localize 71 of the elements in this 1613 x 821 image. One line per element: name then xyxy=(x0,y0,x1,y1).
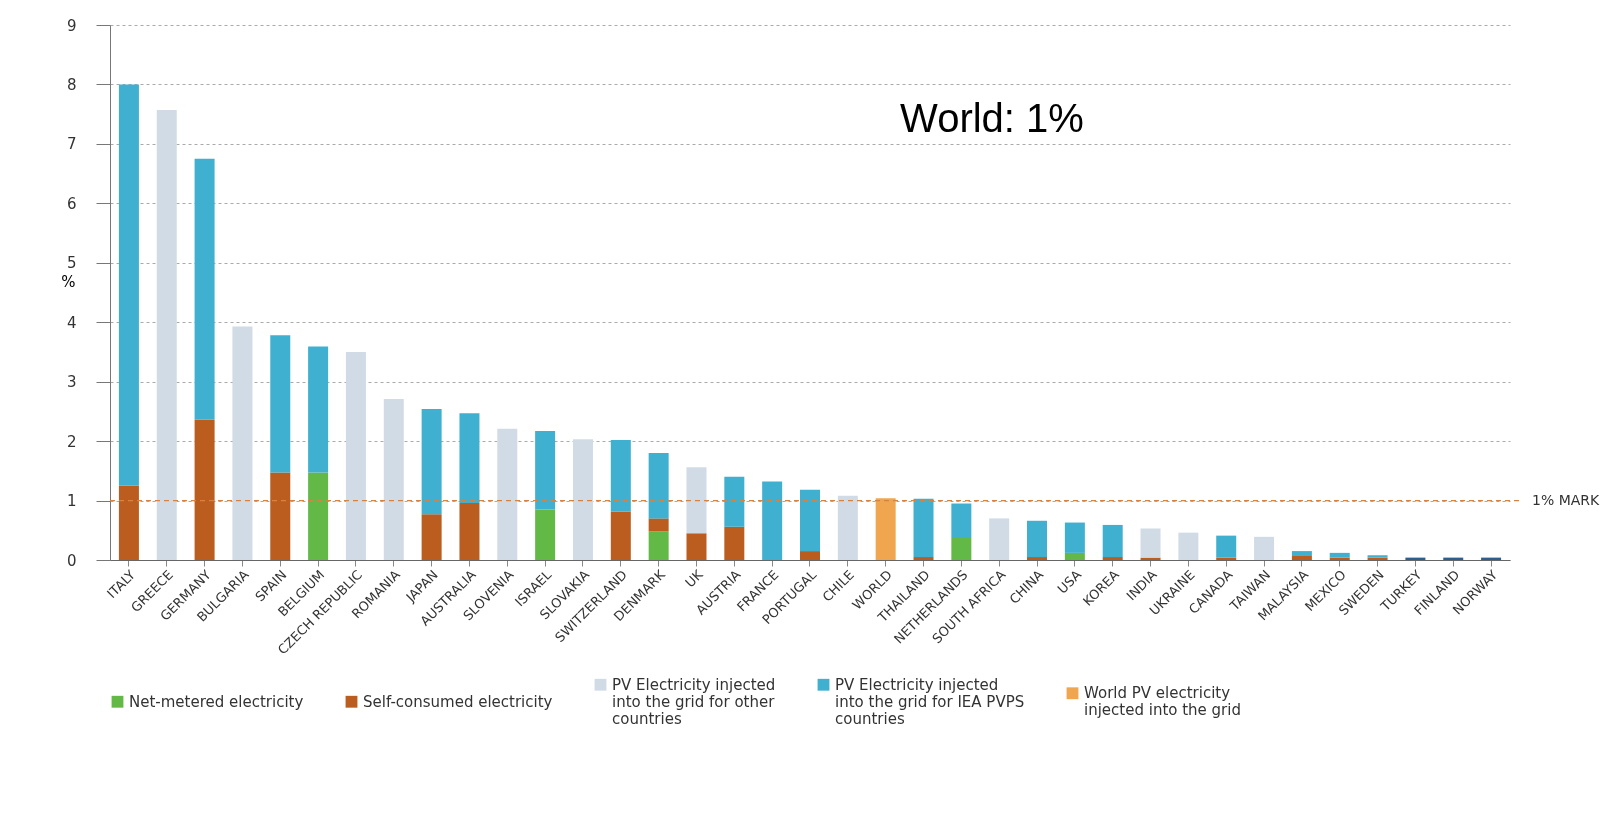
bar xyxy=(686,533,707,560)
legend-label: PV Electricity injected into the grid for IEA PVPS countries xyxy=(835,675,1025,728)
bar xyxy=(497,428,518,560)
bar xyxy=(535,431,556,510)
bar xyxy=(421,409,442,515)
bar xyxy=(648,453,669,519)
bar xyxy=(686,467,707,534)
bar xyxy=(156,110,177,560)
y-tick-label: 3 xyxy=(66,373,77,392)
bar xyxy=(232,326,253,560)
y-tick-label: 5 xyxy=(66,254,77,273)
bar xyxy=(1291,551,1312,556)
bar xyxy=(1102,557,1123,560)
bar xyxy=(1140,528,1161,558)
bar xyxy=(383,398,404,560)
bar xyxy=(610,439,631,512)
annotation: World: 1% xyxy=(900,96,1084,140)
y-tick-label: 1 xyxy=(66,492,77,511)
bar xyxy=(194,158,215,420)
bar xyxy=(800,551,820,560)
y-tick-label: 8 xyxy=(66,75,77,94)
bar xyxy=(345,351,366,560)
legend-label: PV Electricity injected into the grid for other countries xyxy=(612,675,776,728)
bar xyxy=(724,476,745,527)
bar xyxy=(459,502,480,560)
bar xyxy=(875,498,896,560)
bar xyxy=(648,531,669,560)
bar xyxy=(951,503,972,539)
bar xyxy=(1254,536,1275,560)
bar xyxy=(724,526,745,560)
legend-label: World PV electricity injected into the grid xyxy=(1084,684,1241,720)
bar xyxy=(913,498,934,558)
bar xyxy=(459,413,480,503)
bar xyxy=(1178,532,1199,560)
bar xyxy=(194,419,215,560)
y-tick-label: 9 xyxy=(66,16,77,35)
bar xyxy=(989,518,1010,560)
x-tick-label: USA xyxy=(1054,567,1085,597)
bar xyxy=(270,472,291,560)
bar xyxy=(308,346,329,473)
bar xyxy=(951,538,972,560)
bar xyxy=(1027,520,1048,558)
bar xyxy=(572,439,593,560)
y-tick-label: 0 xyxy=(66,551,77,570)
ref-line-label: 1% MARK xyxy=(1532,491,1601,508)
bar xyxy=(913,557,934,560)
bar xyxy=(1027,557,1048,560)
legend-label: Net-metered electricity xyxy=(129,692,304,711)
bar xyxy=(118,485,139,560)
y-axis-title: % xyxy=(61,273,76,292)
y-tick-label: 4 xyxy=(66,313,77,332)
y-tick-label: 6 xyxy=(66,194,77,213)
bar xyxy=(1064,522,1085,553)
y-tick-label: 7 xyxy=(66,135,77,154)
bar xyxy=(1102,524,1123,558)
bar xyxy=(1291,555,1312,560)
bar xyxy=(1216,535,1237,558)
bar xyxy=(270,335,291,473)
bar xyxy=(610,511,631,560)
bar xyxy=(421,514,442,560)
bar xyxy=(308,472,329,560)
bar xyxy=(800,489,820,552)
bar xyxy=(1329,552,1350,558)
legend-label: Self-consumed electricity xyxy=(363,692,553,711)
bar xyxy=(648,518,669,532)
bar xyxy=(118,84,139,486)
bar xyxy=(762,481,783,560)
bar xyxy=(1064,552,1085,560)
bar xyxy=(535,509,556,560)
bar xyxy=(837,495,858,560)
y-tick-label: 2 xyxy=(66,432,77,451)
